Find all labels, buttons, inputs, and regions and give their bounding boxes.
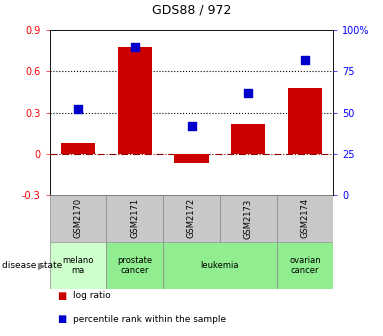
Point [75, 107, 81, 112]
Text: leukemia: leukemia [201, 261, 239, 270]
Text: percentile rank within the sample: percentile rank within the sample [73, 315, 226, 324]
Bar [163, 242, 277, 289]
Text: GSM2170: GSM2170 [74, 198, 83, 239]
Point [132, 44, 138, 49]
Bar [277, 242, 333, 289]
Bar [50, 195, 106, 242]
Bar [50, 242, 106, 289]
Bar [106, 242, 163, 289]
Text: ■: ■ [57, 291, 67, 301]
Bar [288, 88, 322, 154]
Bar [175, 154, 208, 163]
Text: ▶: ▶ [38, 260, 46, 270]
Text: ovarian
cancer: ovarian cancer [289, 256, 321, 275]
Text: GSM2173: GSM2173 [244, 198, 253, 239]
Bar [61, 143, 95, 154]
Text: GDS88 / 972: GDS88 / 972 [152, 4, 231, 17]
Text: ■: ■ [57, 314, 67, 324]
Text: melano
ma: melano ma [62, 256, 94, 275]
Point [302, 57, 308, 62]
Text: log ratio: log ratio [73, 291, 111, 300]
Bar [231, 124, 265, 154]
Text: disease state: disease state [2, 261, 62, 270]
Point [188, 123, 195, 128]
Bar [277, 195, 333, 242]
Bar [220, 195, 277, 242]
Bar [106, 195, 163, 242]
Text: GSM2172: GSM2172 [187, 198, 196, 239]
Point [245, 90, 251, 95]
Bar [118, 47, 152, 154]
Text: prostate
cancer: prostate cancer [117, 256, 152, 275]
Bar [163, 195, 220, 242]
Text: GSM2171: GSM2171 [130, 198, 139, 239]
Text: GSM2174: GSM2174 [300, 198, 309, 239]
